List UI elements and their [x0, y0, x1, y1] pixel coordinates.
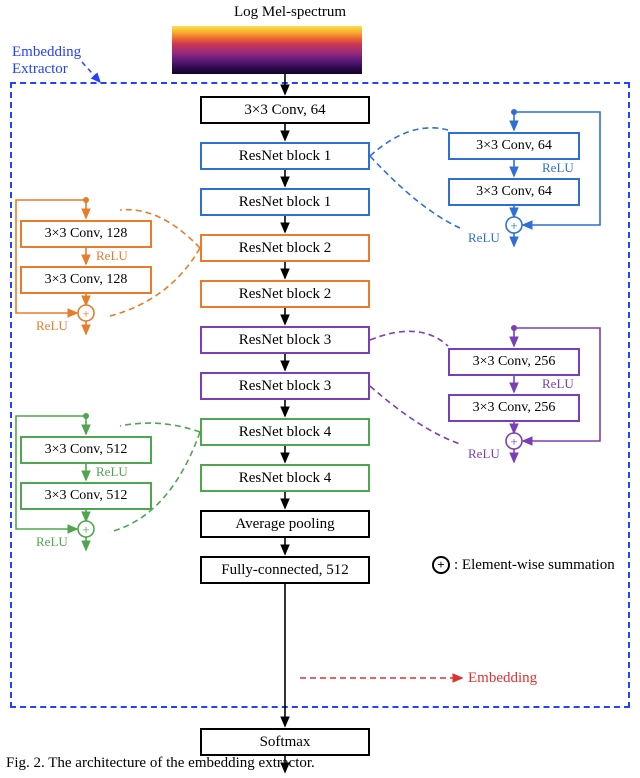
spectrum-image — [172, 26, 362, 74]
green-conv-b: 3×3 Conv, 512 — [20, 482, 152, 510]
blue-conv-a: 3×3 Conv, 64 — [448, 132, 580, 160]
blue-relu-2: ReLU — [468, 230, 500, 246]
resnet-block-4b: ResNet block 4 — [200, 464, 370, 492]
blue-relu-1: ReLU — [542, 160, 574, 176]
purple-conv-b: 3×3 Conv, 256 — [448, 394, 580, 422]
purple-relu-1: ReLU — [542, 376, 574, 392]
resnet-block-2a: ResNet block 2 — [200, 234, 370, 262]
avg-pool: Average pooling — [200, 510, 370, 538]
element-sum-icon: + — [432, 556, 450, 574]
resnet-block-1a: ResNet block 1 — [200, 142, 370, 170]
legend: + : Element-wise summation — [432, 556, 615, 574]
resnet-block-4a: ResNet block 4 — [200, 418, 370, 446]
figure-caption: Fig. 2. The architecture of the embeddin… — [6, 755, 315, 772]
green-conv-a: 3×3 Conv, 512 — [20, 436, 152, 464]
resnet-block-2b: ResNet block 2 — [200, 280, 370, 308]
green-relu-1: ReLU — [96, 464, 128, 480]
embedding-label: Embedding — [468, 670, 537, 687]
fully-connected: Fully-connected, 512 — [200, 556, 370, 584]
conv-64: 3×3 Conv, 64 — [200, 96, 370, 124]
orange-relu-1: ReLU — [96, 248, 128, 264]
resnet-block-3a: ResNet block 3 — [200, 326, 370, 354]
extractor-label: Embedding Extractor — [12, 44, 81, 78]
orange-relu-2: ReLU — [36, 318, 68, 334]
diagram-root: Log Mel-spectrum Embedding Extractor Emb… — [0, 0, 640, 778]
purple-relu-2: ReLU — [468, 446, 500, 462]
title-log-mel: Log Mel-spectrum — [210, 4, 370, 21]
orange-conv-a: 3×3 Conv, 128 — [20, 220, 152, 248]
resnet-block-1b: ResNet block 1 — [200, 188, 370, 216]
orange-conv-b: 3×3 Conv, 128 — [20, 266, 152, 294]
blue-conv-b: 3×3 Conv, 64 — [448, 178, 580, 206]
softmax: Softmax — [200, 728, 370, 756]
legend-text: : Element-wise summation — [454, 557, 615, 574]
resnet-block-3b: ResNet block 3 — [200, 372, 370, 400]
purple-conv-a: 3×3 Conv, 256 — [448, 348, 580, 376]
green-relu-2: ReLU — [36, 534, 68, 550]
